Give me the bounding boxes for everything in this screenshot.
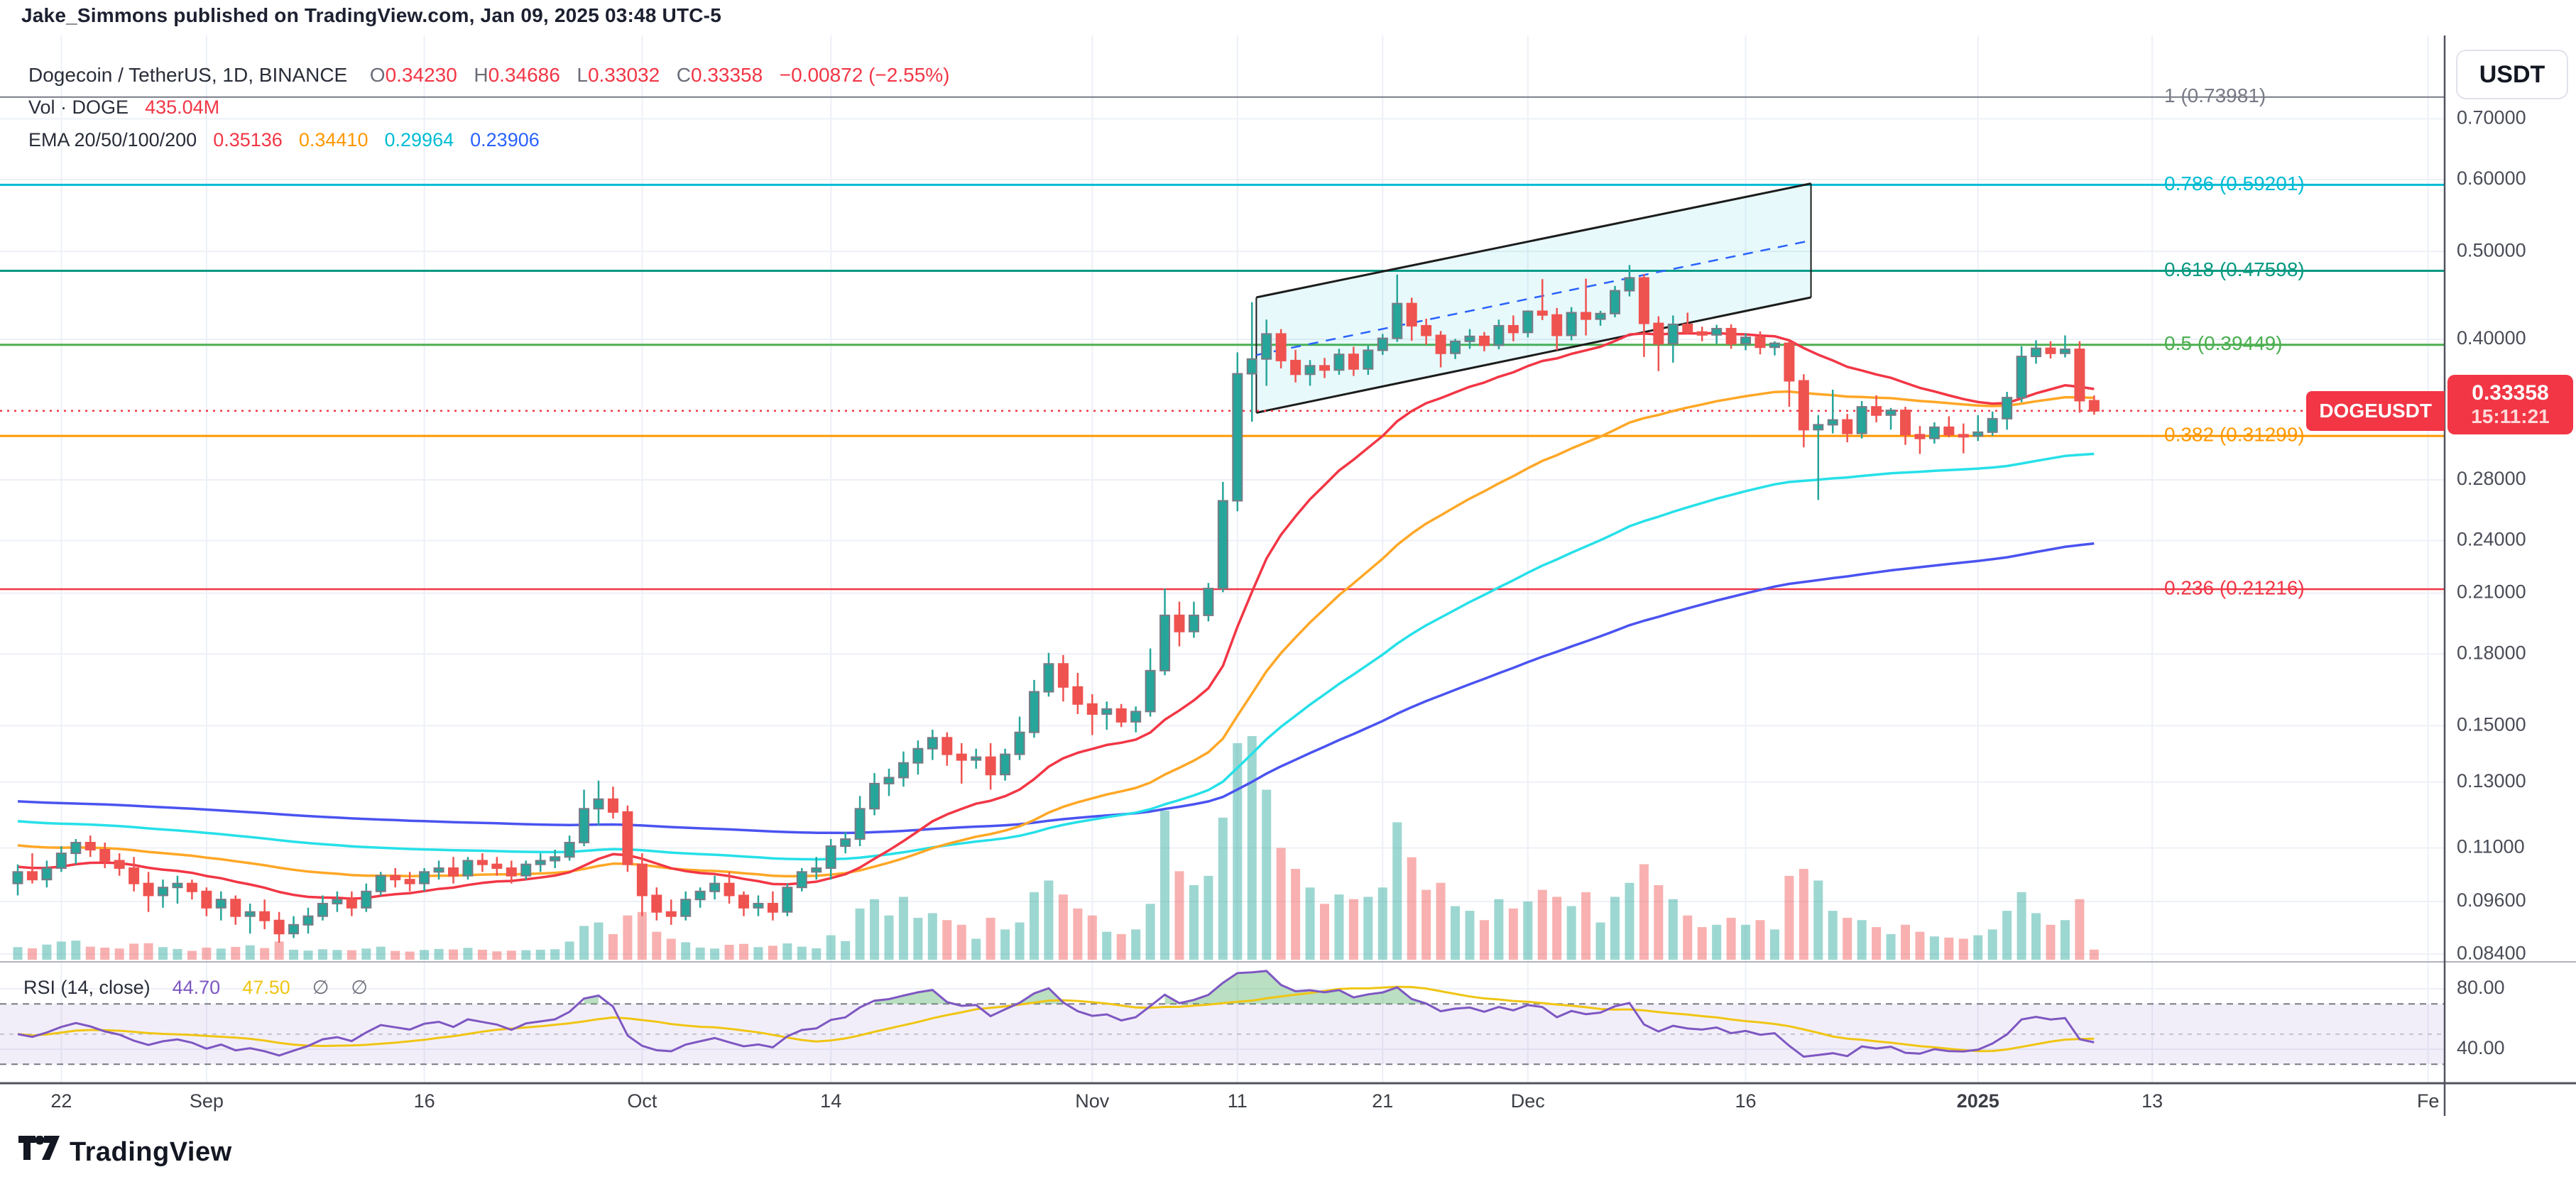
svg-text:Dec: Dec (1511, 1090, 1545, 1112)
svg-text:16: 16 (414, 1090, 435, 1112)
svg-text:0.60000: 0.60000 (2457, 168, 2526, 189)
svg-text:80.00: 80.00 (2457, 977, 2505, 998)
rsi-legend-row[interactable]: RSI (14, close) 44.70 47.50 ∅ ∅ (23, 977, 368, 999)
ohlc-low: L0.33032 (577, 64, 660, 86)
svg-text:0.5 (0.39449): 0.5 (0.39449) (2164, 332, 2283, 354)
rsi-value: 44.70 (172, 977, 221, 998)
svg-text:0.15000: 0.15000 (2457, 713, 2526, 735)
svg-text:0.13000: 0.13000 (2457, 770, 2526, 791)
svg-text:0.40000: 0.40000 (2457, 327, 2526, 349)
bar-countdown: 15:11:21 (2471, 405, 2550, 428)
svg-text:0.21000: 0.21000 (2457, 581, 2526, 603)
svg-text:Nov: Nov (1075, 1090, 1110, 1112)
ohlc-open: O0.34230 (369, 64, 457, 86)
tradingview-logo-icon (18, 1136, 60, 1160)
rsi-empty-slot-icon: ∅ (351, 977, 368, 998)
svg-text:0.236 (0.21216): 0.236 (0.21216) (2164, 576, 2305, 598)
svg-text:0.382 (0.31299): 0.382 (0.31299) (2164, 424, 2305, 446)
svg-text:16: 16 (1735, 1090, 1757, 1112)
svg-text:21: 21 (1372, 1090, 1393, 1112)
svg-text:1 (0.73981): 1 (0.73981) (2164, 84, 2266, 106)
last-price-value: 0.33358 (2472, 380, 2549, 405)
svg-text:Sep: Sep (190, 1090, 224, 1112)
symbol-price-tag: DOGEUSDT (2306, 391, 2445, 431)
volume-label: Vol · DOGE (28, 97, 129, 118)
svg-text:13: 13 (2141, 1090, 2163, 1112)
svg-text:0.09600: 0.09600 (2457, 889, 2526, 911)
svg-text:0.24000: 0.24000 (2457, 529, 2526, 550)
svg-text:14: 14 (820, 1090, 841, 1112)
svg-text:22: 22 (50, 1090, 72, 1112)
symbol-legend-row[interactable]: Dogecoin / TetherUS, 1D, BINANCE O0.3423… (28, 64, 950, 87)
ema200-value: 0.23906 (470, 129, 540, 150)
svg-text:Oct: Oct (627, 1090, 657, 1112)
svg-text:11: 11 (1228, 1090, 1248, 1112)
ema100-value: 0.29964 (384, 129, 454, 150)
svg-text:0.28000: 0.28000 (2457, 468, 2526, 489)
ema-label: EMA 20/50/100/200 (28, 129, 197, 150)
ohlc-close: C0.33358 (676, 64, 763, 86)
publish-header: Jake_Simmons published on TradingView.co… (21, 4, 721, 26)
change-value: −0.00872 (−2.55%) (779, 64, 950, 86)
currency-toggle-button[interactable]: USDT (2456, 50, 2568, 99)
volume-legend-row[interactable]: Vol · DOGE 435.04M (28, 97, 219, 119)
tradingview-attribution[interactable]: TradingView (18, 1136, 232, 1168)
svg-text:0.618 (0.47598): 0.618 (0.47598) (2164, 258, 2305, 280)
rsi-empty-slot-icon: ∅ (312, 977, 329, 998)
svg-text:0.70000: 0.70000 (2457, 107, 2526, 128)
ema20-value: 0.35136 (213, 129, 283, 150)
svg-text:Fe: Fe (2417, 1090, 2440, 1112)
svg-text:0.11000: 0.11000 (2457, 836, 2525, 857)
ema-legend-row[interactable]: EMA 20/50/100/200 0.35136 0.34410 0.2996… (28, 129, 540, 151)
last-price-badge: 0.33358 15:11:21 (2447, 375, 2573, 434)
svg-text:0.786 (0.59201): 0.786 (0.59201) (2164, 172, 2305, 194)
rsi-label: RSI (14, close) (23, 977, 151, 998)
svg-text:0.50000: 0.50000 (2457, 239, 2526, 261)
svg-text:2025: 2025 (1957, 1090, 1999, 1112)
svg-text:0.18000: 0.18000 (2457, 642, 2526, 663)
symbol-title: Dogecoin / TetherUS, 1D, BINANCE (28, 64, 348, 86)
tradingview-brand-text: TradingView (70, 1136, 232, 1167)
volume-value: 435.04M (145, 97, 220, 118)
ema50-value: 0.34410 (298, 129, 369, 150)
rsi-ma-value: 47.50 (242, 977, 290, 998)
svg-text:0.08400: 0.08400 (2457, 942, 2526, 963)
svg-text:40.00: 40.00 (2457, 1037, 2505, 1058)
ohlc-high: H0.34686 (474, 64, 560, 86)
